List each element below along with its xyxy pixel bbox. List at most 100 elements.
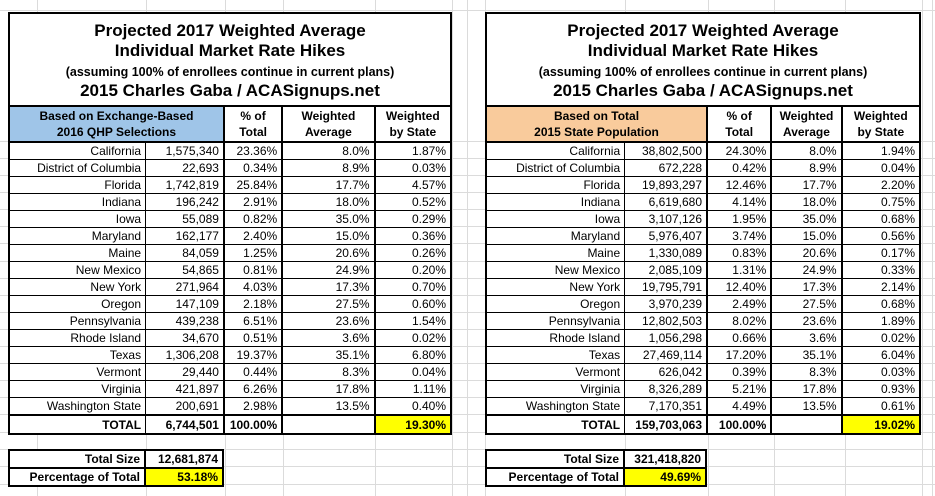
weighted-by-state-cell: 1.94% xyxy=(840,141,921,160)
weighted-by-state-cell: 0.02% xyxy=(840,329,921,347)
value-cell: 271,964 xyxy=(145,278,225,296)
right-summary-table: Total Size 321,418,820 Percentage of Tot… xyxy=(485,449,707,487)
pct-of-total-cell: 3.74% xyxy=(706,227,772,245)
table-row: New York 271,964 4.03% 17.3% 0.70% xyxy=(8,278,452,296)
total-pct-cell: 100.00% xyxy=(706,414,772,435)
weighted-by-state-cell: 0.29% xyxy=(373,210,452,228)
table-row: Maine 1,330,089 0.83% 20.6% 0.17% xyxy=(485,244,921,262)
value-cell: 12,802,503 xyxy=(624,312,708,330)
value-cell: 147,109 xyxy=(145,295,225,313)
weighted-by-state-cell: 0.26% xyxy=(373,244,452,262)
weighted-average-cell: 17.8% xyxy=(770,380,843,398)
pct-of-total-cell: 0.39% xyxy=(706,363,772,381)
value-cell: 8,326,289 xyxy=(624,380,708,398)
weighted-average-cell: 35.0% xyxy=(770,210,843,228)
pct-of-total-cell: 2.49% xyxy=(706,295,772,313)
basis-header-line2: 2015 State Population xyxy=(534,125,659,139)
value-cell: 19,893,297 xyxy=(624,176,708,194)
title-line-1: Projected 2017 Weighted Average xyxy=(94,21,366,40)
weighted-by-state-cell: 1.87% xyxy=(373,141,452,160)
weighted-by-state-cell: 0.52% xyxy=(373,193,452,211)
state-cell: New York xyxy=(485,278,626,296)
weighted-by-state-cell: 0.60% xyxy=(373,295,452,313)
pct-of-total-cell: 24.30% xyxy=(706,141,772,160)
right-data-table: Based on Total 2015 State Population % o… xyxy=(485,105,921,435)
state-cell: Indiana xyxy=(485,193,626,211)
pct-of-total-cell: 23.36% xyxy=(222,141,283,160)
weighted-average-cell: 18.0% xyxy=(770,193,843,211)
state-cell: District of Columbia xyxy=(485,159,626,177)
left-summary-table: Total Size 12,681,874 Percentage of Tota… xyxy=(8,449,224,487)
value-cell: 1,306,208 xyxy=(145,346,225,364)
weighted-average-cell: 15.0% xyxy=(281,227,376,245)
total-weighted-by-state-cell: 19.02% xyxy=(840,414,921,435)
title-line-2: Individual Market Rate Hikes xyxy=(114,41,346,60)
table-row: New York 19,795,791 12.40% 17.3% 2.14% xyxy=(485,278,921,296)
left-table-panel: Projected 2017 Weighted Average Individu… xyxy=(8,12,452,435)
total-row: TOTAL 159,703,063 100.00% 19.02% xyxy=(485,414,921,435)
table-row: Virginia 421,897 6.26% 17.8% 1.11% xyxy=(8,380,452,398)
value-cell: 439,238 xyxy=(145,312,225,330)
right-table-panel: Projected 2017 Weighted Average Individu… xyxy=(485,12,921,435)
weighted-by-state-cell: 0.04% xyxy=(840,159,921,177)
table-row: Indiana 196,242 2.91% 18.0% 0.52% xyxy=(8,193,452,211)
table-row: California 1,575,340 23.36% 8.0% 1.87% xyxy=(8,141,452,160)
weighted-average-cell: 27.5% xyxy=(281,295,376,313)
percentage-of-total-value: 53.18% xyxy=(144,467,224,487)
table-row: Oregon 3,970,239 2.49% 27.5% 0.68% xyxy=(485,295,921,313)
weighted-by-state-cell: 0.04% xyxy=(373,363,452,381)
title-subtitle: (assuming 100% of enrollees continue in … xyxy=(538,65,868,79)
weighted-average-cell: 23.6% xyxy=(770,312,843,330)
table-row: Vermont 626,042 0.39% 8.3% 0.03% xyxy=(485,363,921,381)
table-row: Florida 1,742,819 25.84% 17.7% 4.57% xyxy=(8,176,452,194)
value-cell: 55,089 xyxy=(145,210,225,228)
total-pct-cell: 100.00% xyxy=(222,414,283,435)
state-cell: Vermont xyxy=(485,363,626,381)
state-cell: Texas xyxy=(485,346,626,364)
weighted-average-cell: 13.5% xyxy=(281,397,376,416)
state-cell: Iowa xyxy=(8,210,147,228)
total-weighted-by-state-cell: 19.30% xyxy=(373,414,452,435)
table-row: Rhode Island 34,670 0.51% 3.6% 0.02% xyxy=(8,329,452,347)
pct-of-total-cell: 0.82% xyxy=(222,210,283,228)
weighted-average-cell: 18.0% xyxy=(281,193,376,211)
weighted-by-state-cell: 0.61% xyxy=(840,397,921,416)
right-table-body: California 38,802,500 24.30% 8.0% 1.94% Distr… xyxy=(485,141,921,435)
right-table-title: Projected 2017 Weighted Average Individu… xyxy=(485,12,921,105)
weighted-by-state-cell: 0.36% xyxy=(373,227,452,245)
table-row: Texas 27,469,114 17.20% 35.1% 6.04% xyxy=(485,346,921,364)
state-cell: Oregon xyxy=(8,295,147,313)
weighted-by-state-cell: 4.57% xyxy=(373,176,452,194)
state-cell: Maryland xyxy=(8,227,147,245)
state-cell: Florida xyxy=(8,176,147,194)
table-row: Pennsylvania 12,802,503 8.02% 23.6% 1.89% xyxy=(485,312,921,330)
weighted-average-cell: 8.9% xyxy=(770,159,843,177)
basis-header-line2: 2016 QHP Selections xyxy=(56,125,177,139)
left-table-body: California 1,575,340 23.36% 8.0% 1.87% Distri… xyxy=(8,141,452,435)
pct-of-total-cell: 6.26% xyxy=(222,380,283,398)
pct-of-total-cell: 0.83% xyxy=(706,244,772,262)
pct-of-total-cell: 25.84% xyxy=(222,176,283,194)
weighted-average-cell: 13.5% xyxy=(770,397,843,416)
pct-of-total-cell: 0.42% xyxy=(706,159,772,177)
value-cell: 54,865 xyxy=(145,261,225,279)
state-cell: Pennsylvania xyxy=(8,312,147,330)
value-cell: 34,670 xyxy=(145,329,225,347)
pct-of-total-cell: 2.40% xyxy=(222,227,283,245)
weighted-average-cell: 8.0% xyxy=(770,141,843,160)
left-table-title: Projected 2017 Weighted Average Individu… xyxy=(8,12,452,105)
pct-of-total-cell: 0.66% xyxy=(706,329,772,347)
state-cell: Maine xyxy=(485,244,626,262)
weighted-average-cell: 27.5% xyxy=(770,295,843,313)
weighted-average-cell: 17.7% xyxy=(770,176,843,194)
pct-of-total-cell: 4.03% xyxy=(222,278,283,296)
value-cell: 3,970,239 xyxy=(624,295,708,313)
weighted-average-cell: 35.0% xyxy=(281,210,376,228)
weighted-average-cell: 17.3% xyxy=(281,278,376,296)
pct-of-total-cell: 1.95% xyxy=(706,210,772,228)
state-cell: Virginia xyxy=(8,380,147,398)
table-row: Pennsylvania 439,238 6.51% 23.6% 1.54% xyxy=(8,312,452,330)
state-cell: New Mexico xyxy=(8,261,147,279)
table-row: Maryland 162,177 2.40% 15.0% 0.36% xyxy=(8,227,452,245)
weighted-by-state-cell: 0.03% xyxy=(840,363,921,381)
